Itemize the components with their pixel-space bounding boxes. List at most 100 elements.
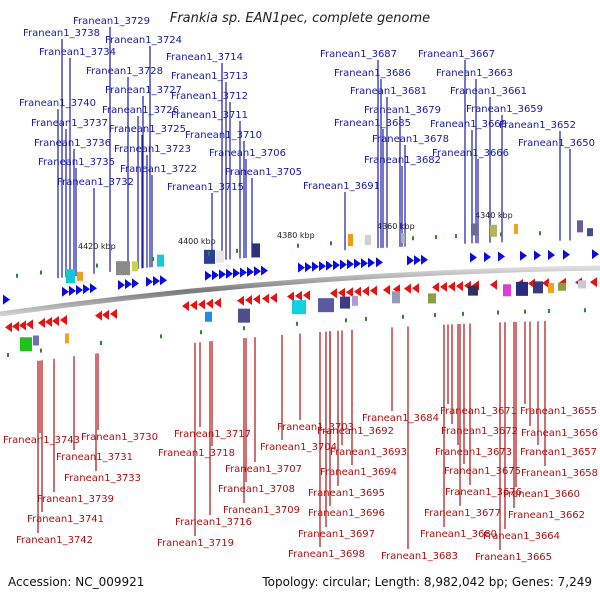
gene-feature-block: [252, 243, 260, 258]
gene-label[interactable]: Franean1_3672: [441, 426, 518, 437]
gene-label[interactable]: Franean1_3694: [320, 467, 397, 478]
gene-label[interactable]: Franean1_3738: [23, 28, 100, 39]
reverse-gene-arrow: [338, 287, 345, 298]
gene-label[interactable]: Franean1_3726: [102, 105, 179, 116]
forward-gene-arrow: [160, 275, 167, 286]
gene-label[interactable]: Franean1_3709: [223, 505, 300, 516]
gene-label[interactable]: Franean1_3652: [499, 120, 576, 131]
gene-label[interactable]: Franean1_3736: [34, 138, 111, 149]
gene-label[interactable]: Franean1_3665: [475, 552, 552, 563]
gene-label[interactable]: Franean1_3741: [27, 514, 104, 525]
reverse-gene-arrow: [383, 284, 390, 295]
gene-label[interactable]: Franean1_3660: [503, 489, 580, 500]
gene-label[interactable]: Franean1_3685: [334, 118, 411, 129]
gene-label[interactable]: Franean1_3695: [308, 488, 385, 499]
forward-gene-arrow: [421, 254, 428, 265]
gene-label[interactable]: Franean1_3673: [435, 447, 512, 458]
gene-label[interactable]: Franean1_3683: [381, 551, 458, 562]
gene-feature-block: [77, 271, 83, 281]
gene-label[interactable]: Franean1_3732: [57, 177, 134, 188]
gene-label[interactable]: Franean1_3725: [109, 124, 186, 135]
gene-label[interactable]: Franean1_3739: [37, 494, 114, 505]
gene-label[interactable]: Franean1_3698: [288, 549, 365, 560]
gene-label[interactable]: Franean1_3666: [432, 148, 509, 159]
gene-label[interactable]: Franean1_3733: [64, 473, 141, 484]
reverse-gene-arrow: [38, 317, 45, 328]
gene-label[interactable]: Franean1_3731: [56, 452, 133, 463]
gene-label[interactable]: Franean1_3664: [483, 531, 560, 542]
gene-label[interactable]: Franean1_3708: [218, 484, 295, 495]
gene-label[interactable]: Franean1_3722: [120, 164, 197, 175]
gene-label[interactable]: Franean1_3659: [466, 104, 543, 115]
gene-label[interactable]: Franean1_3678: [372, 134, 449, 145]
gene-label[interactable]: Franean1_3723: [114, 144, 191, 155]
gene-label[interactable]: Franean1_3740: [19, 98, 96, 109]
gene-label[interactable]: Franean1_3691: [303, 181, 380, 192]
gene-label[interactable]: Franean1_3671: [440, 406, 517, 417]
forward-gene-arrow: [212, 270, 219, 281]
gene-label[interactable]: Franean1_3737: [31, 118, 108, 129]
gene-feature-block: [578, 280, 586, 289]
tick-mark: [7, 353, 9, 358]
gene-label[interactable]: Franean1_3675: [444, 466, 521, 477]
gene-label[interactable]: Franean1_3743: [3, 435, 80, 446]
gene-label[interactable]: Franean1_3742: [16, 535, 93, 546]
gene-label[interactable]: Franean1_3667: [418, 49, 495, 60]
gene-label[interactable]: Franean1_3684: [362, 413, 439, 424]
gene-label[interactable]: Franean1_3718: [158, 448, 235, 459]
gene-label[interactable]: Franean1_3681: [350, 86, 427, 97]
gene-label[interactable]: Franean1_3717: [174, 429, 251, 440]
gene-label[interactable]: Franean1_3662: [508, 510, 585, 521]
gene-label[interactable]: Franean1_3655: [520, 406, 597, 417]
gene-label[interactable]: Franean1_3676: [445, 487, 522, 498]
gene-label[interactable]: Franean1_3735: [38, 157, 115, 168]
gene-label[interactable]: Franean1_3650: [518, 138, 595, 149]
gene-leader-lines: [37, 27, 571, 550]
forward-gene-arrow: [319, 261, 326, 272]
gene-label[interactable]: Franean1_3661: [450, 86, 527, 97]
gene-label[interactable]: Franean1_3705: [225, 167, 302, 178]
gene-label[interactable]: Franean1_3728: [86, 66, 163, 77]
gene-label[interactable]: Franean1_3719: [157, 538, 234, 549]
gene-label[interactable]: Franean1_3729: [73, 16, 150, 27]
gene-label[interactable]: Franean1_3693: [330, 447, 407, 458]
gene-label[interactable]: Franean1_3715: [167, 182, 244, 193]
gene-label[interactable]: Franean1_3727: [105, 85, 182, 96]
gene-label[interactable]: Franean1_3658: [521, 468, 598, 479]
tick-mark: [412, 236, 414, 241]
genome-summary: Topology: circular; Length: 8,982,042 bp…: [261, 575, 592, 589]
tick-mark: [345, 318, 347, 323]
gene-label[interactable]: Franean1_3696: [308, 508, 385, 519]
gene-label[interactable]: Franean1_3706: [209, 148, 286, 159]
gene-label[interactable]: Franean1_3707: [225, 464, 302, 475]
gene-label[interactable]: Franean1_3730: [81, 432, 158, 443]
reverse-gene-arrow: [404, 283, 411, 294]
gene-label[interactable]: Franean1_3697: [298, 529, 375, 540]
gene-label[interactable]: Franean1_3704: [260, 442, 337, 453]
gene-label[interactable]: Franean1_3657: [520, 447, 597, 458]
gene-label[interactable]: Franean1_3713: [171, 71, 248, 82]
kbp-marker: 4400 kbp: [178, 237, 216, 246]
gene-label[interactable]: Franean1_3680: [420, 529, 497, 540]
gene-label[interactable]: Franean1_3711: [171, 110, 248, 121]
gene-label[interactable]: Franean1_3663: [436, 68, 513, 79]
gene-label[interactable]: Franean1_3724: [105, 35, 182, 46]
reverse-gene-arrow: [490, 279, 497, 290]
gene-label[interactable]: Franean1_3686: [334, 68, 411, 79]
gene-label[interactable]: Franean1_3712: [171, 91, 248, 102]
gene-label[interactable]: Franean1_3656: [521, 428, 598, 439]
gene-label[interactable]: Franean1_3734: [39, 47, 116, 58]
gene-label[interactable]: Franean1_3677: [424, 508, 501, 519]
gene-label[interactable]: Franean1_3714: [166, 52, 243, 63]
gene-label[interactable]: Franean1_3687: [320, 49, 397, 60]
gene-label[interactable]: Franean1_3692: [317, 426, 394, 437]
gene-label[interactable]: Franean1_3682: [364, 155, 441, 166]
reverse-gene-arrow: [432, 282, 439, 293]
gene-label[interactable]: Franean1_3710: [185, 130, 262, 141]
gene-label[interactable]: Franean1_3679: [364, 105, 441, 116]
gene-label[interactable]: Franean1_3703: [277, 422, 354, 433]
forward-gene-arrow: [407, 255, 414, 266]
gene-label[interactable]: Franean1_3716: [175, 517, 252, 528]
gene-label[interactable]: Franean1_3668: [430, 119, 507, 130]
